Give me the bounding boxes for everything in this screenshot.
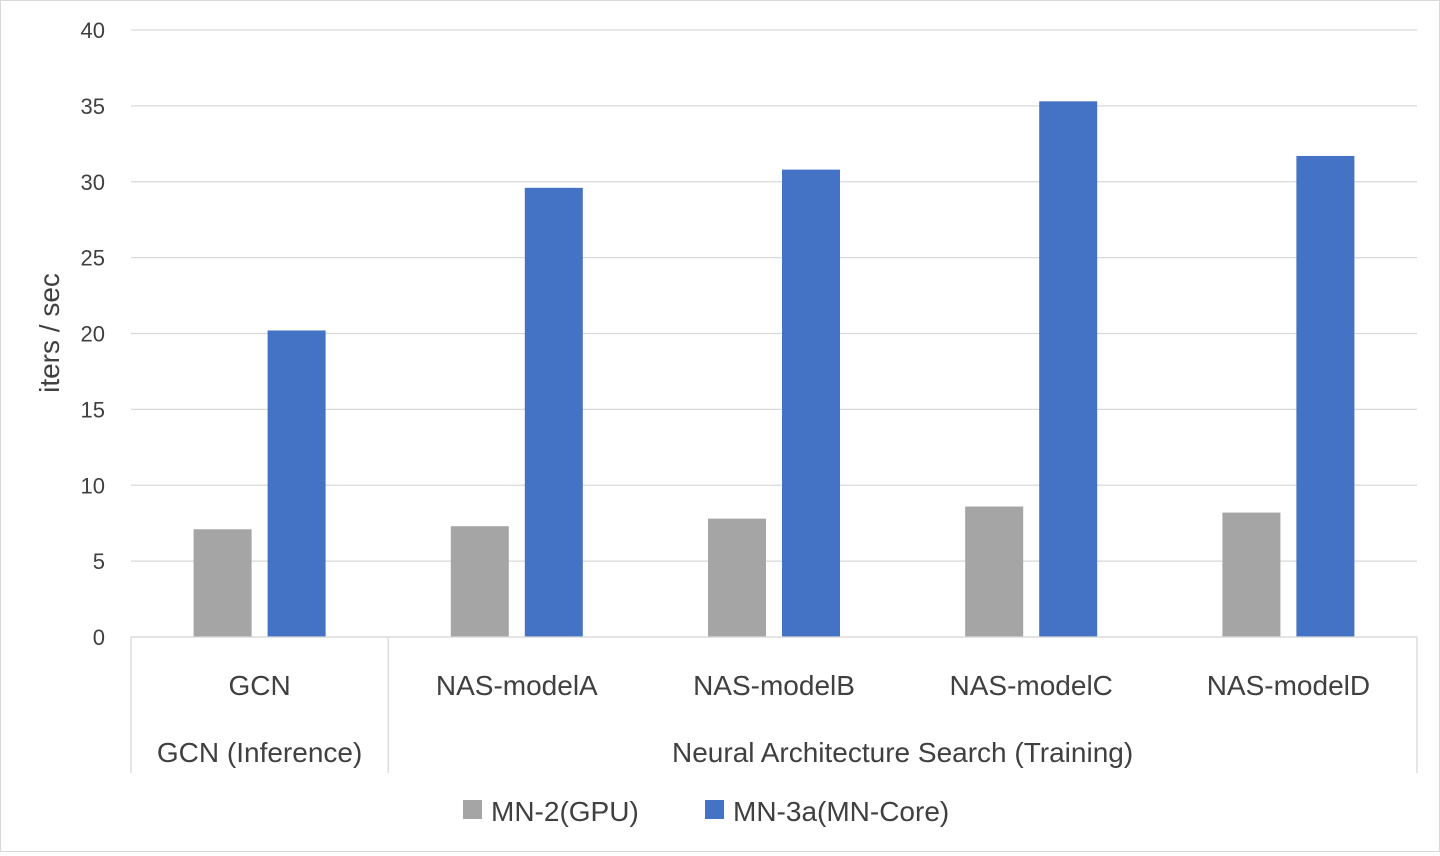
y-tick-label: 0 bbox=[93, 625, 105, 650]
y-tick-label: 20 bbox=[81, 322, 105, 347]
category-label: NAS-modelD bbox=[1207, 670, 1370, 701]
group-label: Neural Architecture Search (Training) bbox=[672, 737, 1133, 768]
bar-mn2-gpu bbox=[450, 526, 509, 637]
category-axis bbox=[130, 636, 1418, 773]
legend-item: MN-3a(MN-Core) bbox=[705, 796, 949, 827]
bars bbox=[193, 101, 1355, 638]
legend-swatch bbox=[705, 800, 724, 819]
y-axis-title: iters / sec bbox=[34, 273, 65, 393]
y-tick-label: 10 bbox=[81, 473, 105, 498]
bar-mn3a-mncore bbox=[1296, 155, 1355, 637]
y-tick-label: 40 bbox=[81, 18, 105, 43]
group-label: GCN (Inference) bbox=[157, 737, 362, 768]
legend-label: MN-3a(MN-Core) bbox=[733, 796, 949, 827]
y-tick-label: 5 bbox=[93, 549, 105, 574]
bar-mn2-gpu bbox=[1222, 512, 1281, 637]
y-tick-label: 30 bbox=[81, 170, 105, 195]
bar-mn3a-mncore bbox=[1039, 101, 1098, 637]
bar-mn2-gpu bbox=[193, 529, 252, 637]
bar-mn2-gpu bbox=[965, 506, 1024, 637]
bar-mn2-gpu bbox=[708, 518, 766, 637]
y-tick-labels: 0 5 10 15 20 25 30 35 40 bbox=[81, 18, 105, 650]
category-label: GCN bbox=[228, 670, 290, 701]
legend-item: MN-2(GPU) bbox=[463, 796, 639, 827]
bar-mn3a-mncore bbox=[267, 330, 326, 637]
legend-label: MN-2(GPU) bbox=[491, 796, 639, 827]
group-labels: GCN (Inference) Neural Architecture Searc… bbox=[157, 737, 1133, 768]
category-label: NAS-modelC bbox=[950, 670, 1113, 701]
category-label: NAS-modelB bbox=[693, 670, 855, 701]
y-tick-label: 35 bbox=[81, 94, 105, 119]
gridlines bbox=[131, 29, 1417, 638]
legend: MN-2(GPU) MN-3a(MN-Core) bbox=[463, 796, 949, 827]
category-label: NAS-modelA bbox=[436, 670, 598, 701]
bar-mn3a-mncore bbox=[524, 187, 583, 637]
y-tick-label: 25 bbox=[81, 246, 105, 271]
y-tick-label: 15 bbox=[81, 397, 105, 422]
category-labels: GCN NAS-modelA NAS-modelB NAS-modelC NAS-mod… bbox=[228, 670, 1370, 701]
bar-mn3a-mncore bbox=[782, 169, 840, 638]
legend-swatch bbox=[463, 800, 482, 819]
